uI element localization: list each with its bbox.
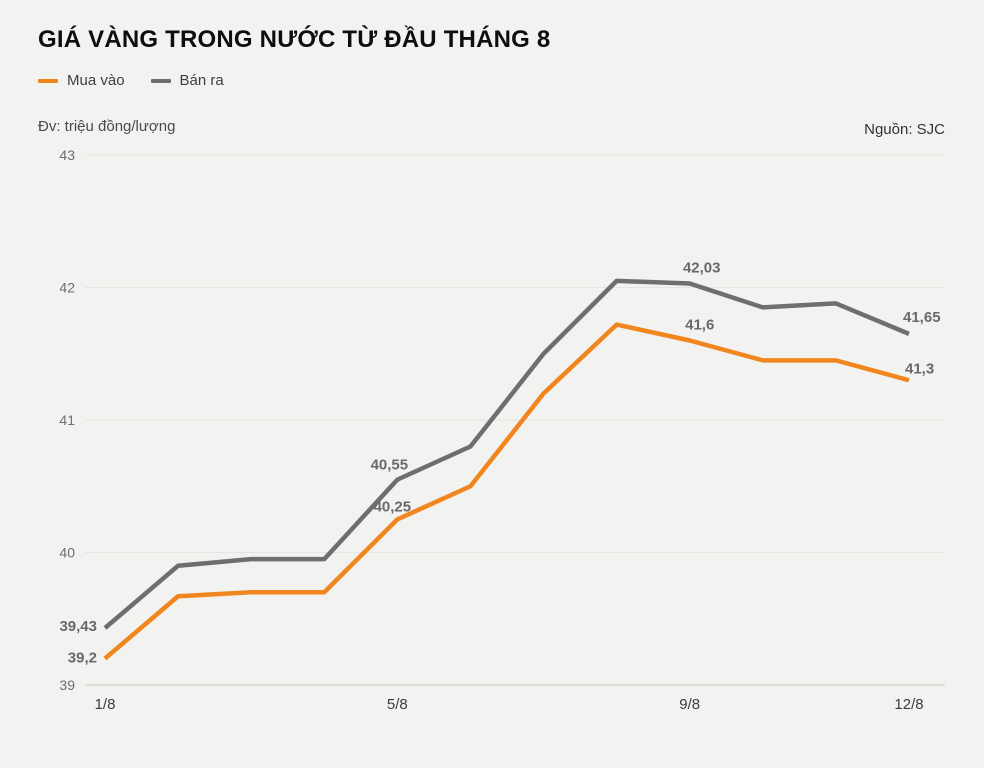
y-axis-label: 39 — [59, 677, 75, 693]
data-label: 40,55 — [371, 457, 409, 474]
data-label: 39,2 — [68, 650, 97, 667]
y-axis-label: 41 — [59, 412, 75, 428]
data-label: 41,65 — [903, 309, 941, 326]
legend-label-mua-vao: Mua vào — [67, 72, 125, 89]
ban-ra-line-swatch — [150, 78, 171, 83]
data-label: 41,6 — [685, 317, 714, 334]
data-label: 42,03 — [683, 260, 721, 277]
y-axis-label: 43 — [59, 147, 75, 163]
legend-item-mua-vao: Mua vào — [38, 72, 125, 89]
x-axis-label: 12/8 — [894, 696, 923, 713]
chart-title: GIÁ VÀNG TRONG NƯỚC TỪ ĐẦU THÁNG 8 — [38, 26, 551, 53]
legend-item-ban-ra: Bán ra — [150, 72, 224, 89]
data-label: 39,43 — [59, 618, 97, 635]
data-label: 41,3 — [905, 360, 934, 377]
x-axis-label: 5/8 — [387, 696, 408, 713]
mua-vao-line-swatch — [38, 78, 58, 83]
legend: Mua vào Bán ra — [38, 72, 224, 89]
x-axis-label: 9/8 — [679, 696, 700, 713]
mua-vao-line — [103, 322, 910, 661]
source-label: Nguồn: SJC — [864, 121, 945, 138]
x-axis-label: 1/8 — [95, 696, 116, 713]
ban-ra-line — [103, 278, 910, 630]
y-axis-label: 42 — [59, 280, 75, 296]
y-axis-label: 40 — [59, 545, 75, 561]
data-label: 40,25 — [374, 498, 412, 515]
unit-label: Đv: triệu đồng/lượng — [38, 118, 176, 135]
legend-label-ban-ra: Bán ra — [179, 72, 224, 89]
